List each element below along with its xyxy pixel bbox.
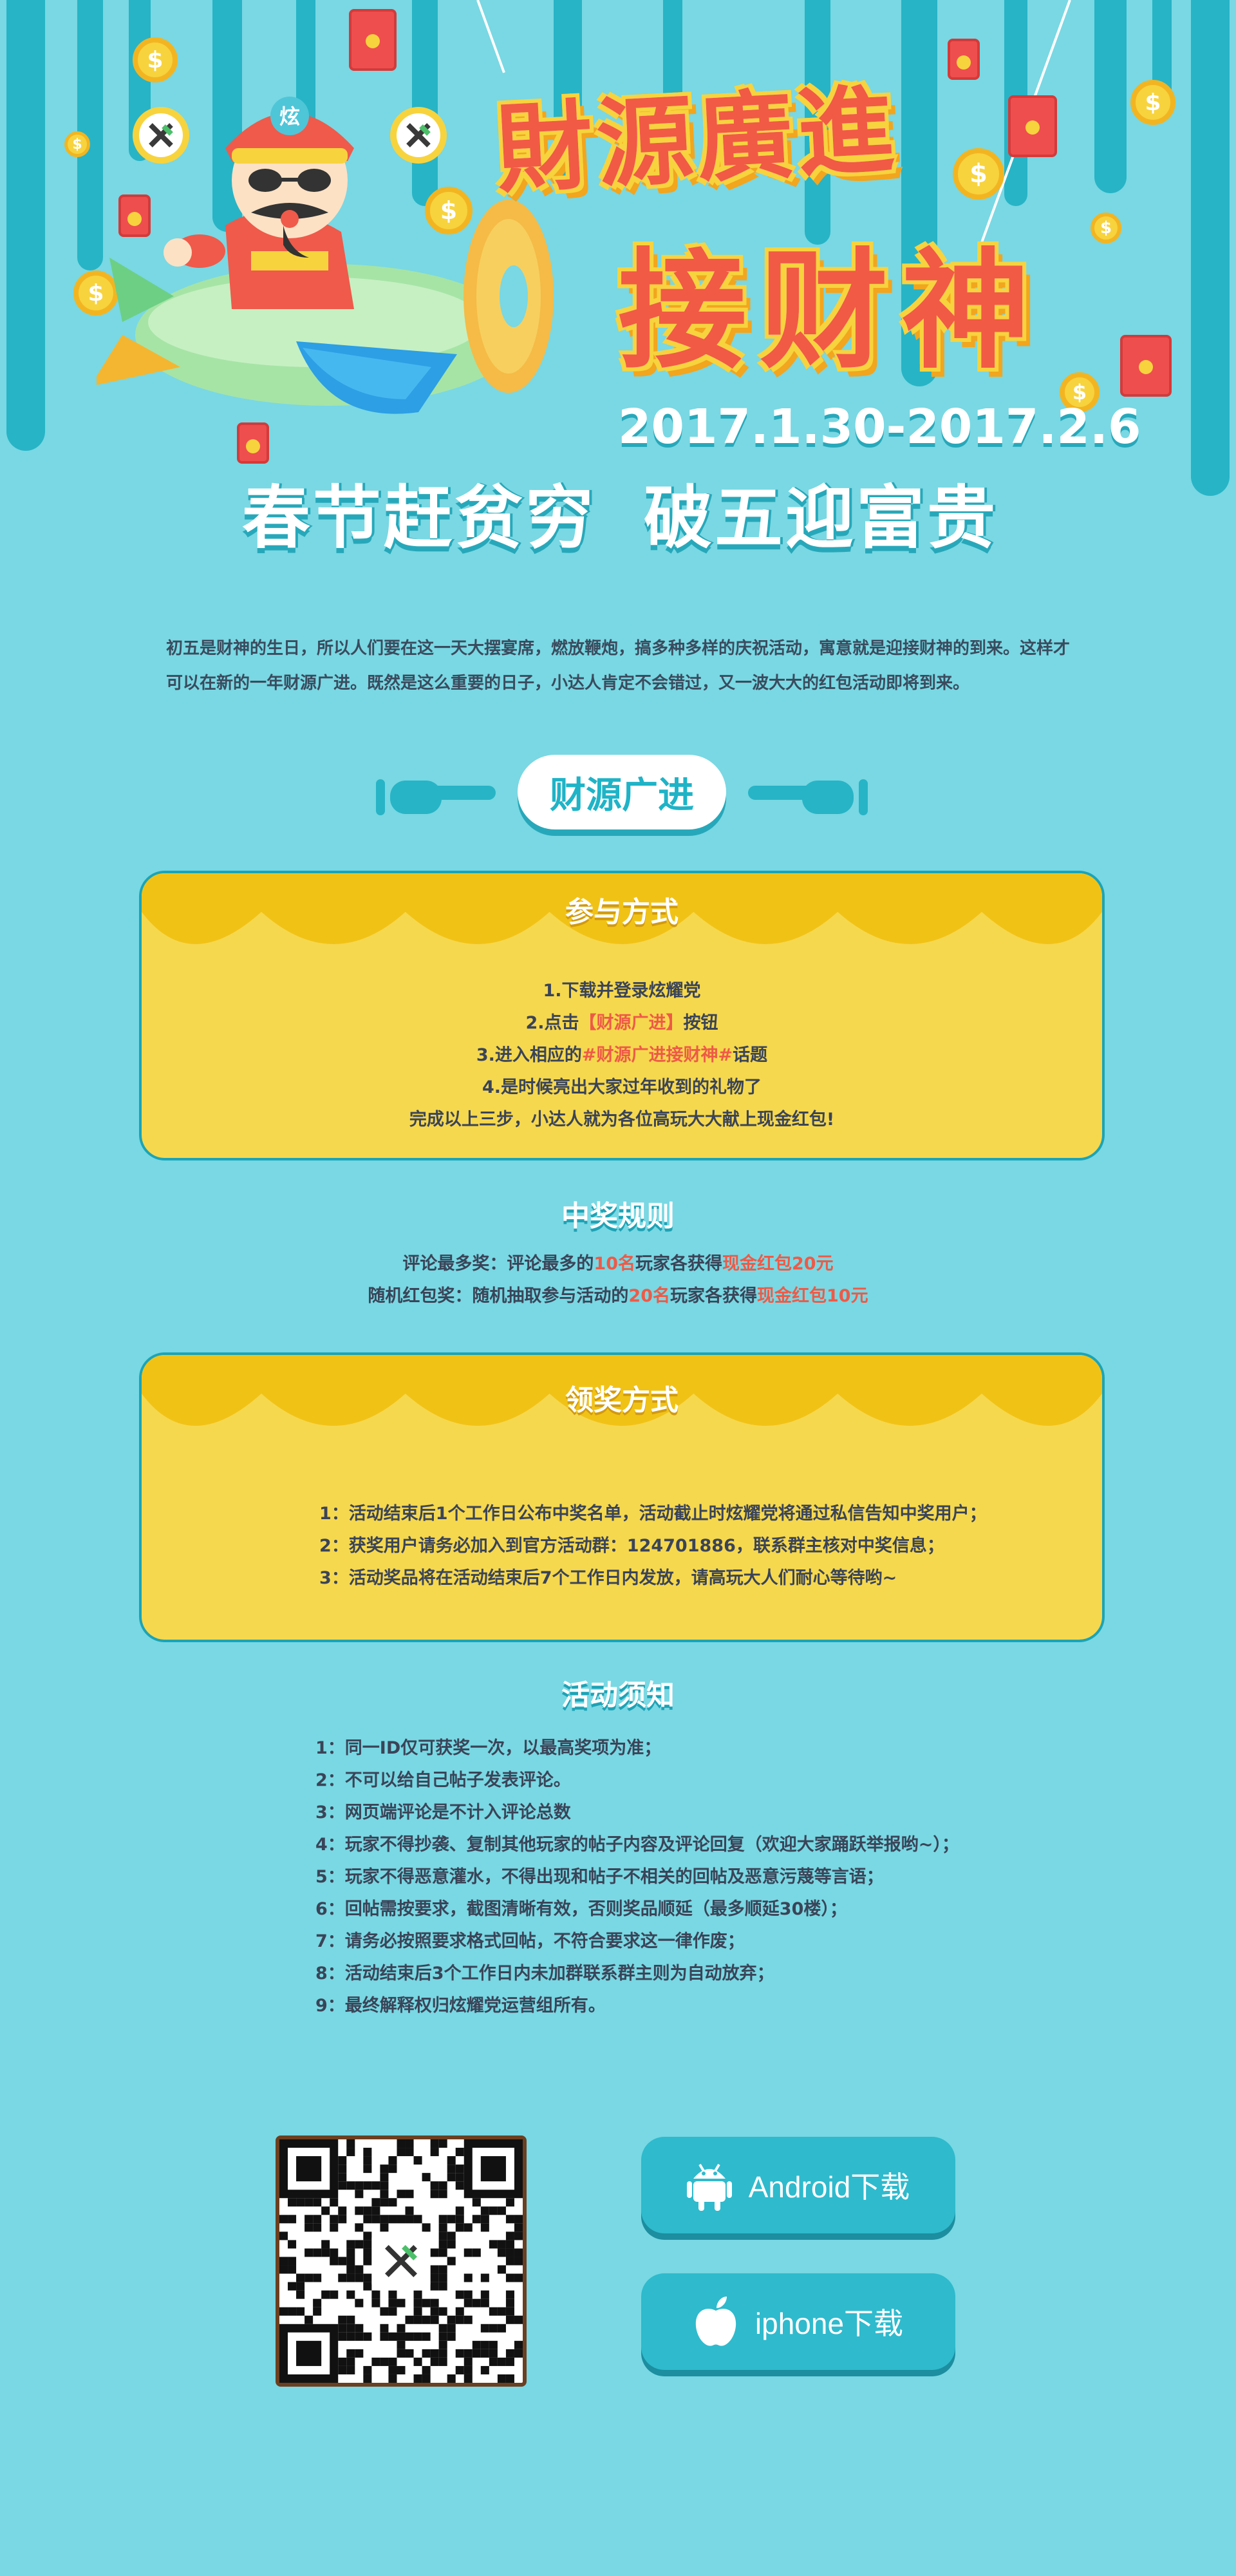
coin-icon: $	[1091, 213, 1121, 243]
section-header-pill: 财源广进	[518, 755, 726, 829]
scallop-decoration	[142, 1355, 1102, 1426]
coin-icon: $	[73, 270, 118, 316]
apple-icon	[695, 2297, 736, 2346]
scallop-decoration	[142, 873, 1102, 944]
notice-item: 9：最终解释权归炫耀党运营组所有。	[315, 1996, 606, 2016]
android-download-button[interactable]: Android下载	[641, 2137, 955, 2233]
hero-title-top: 財源廣進	[493, 73, 901, 207]
participate-step-4: 4.是时候亮出大家过年收到的礼物了	[482, 1077, 762, 1097]
coin-icon: $	[133, 37, 178, 82]
claim-item: 1：活动结束后1个工作日公布中奖名单，活动截止时炫耀党将通过私信告知中奖用户；	[319, 1504, 987, 1524]
participate-step-1: 1.下载并登录炫耀党	[543, 981, 701, 1001]
hero-slogan-left: 春节赶贫穷	[242, 478, 596, 558]
notice-item: 1：同一ID仅可获奖一次，以最高奖项为准；	[315, 1738, 662, 1758]
god-of-wealth-illustration: 炫	[97, 97, 554, 414]
notice-item: 5：玩家不得恶意灌水，不得出现和帖子不相关的回帖及恶意污蔑等言语；	[315, 1867, 884, 1887]
participate-step-3: 3.进入相应的#财源广进接财神#话题	[476, 1045, 768, 1065]
coin-icon: $	[425, 187, 473, 234]
notice-item: 3：网页端评论是不计入评论总数	[315, 1803, 571, 1823]
claim-box: 领奖方式 1：活动结束后1个工作日公布中奖名单，活动截止时炫耀党将通过私信告知中…	[139, 1352, 1105, 1642]
coin-icon: $	[953, 148, 1004, 200]
coin-icon: $	[64, 131, 90, 157]
notice-item: 8：活动结束后3个工作日内未加群联系群主则为自动放弃；	[315, 1964, 774, 1984]
red-envelope-icon	[1008, 95, 1057, 157]
participate-step-2: 2.点击【财源广进】按钮	[525, 1013, 718, 1033]
red-envelope-icon	[948, 39, 980, 80]
notice-item: 6：回帖需按要求，截图清晰有效，否则奖品顺延（最多顺延30楼）；	[315, 1899, 847, 1919]
prize-rule-most-comments: 评论最多奖：评论最多的10名玩家各获得现金红包20元	[402, 1254, 834, 1274]
pointing-hand-left-icon	[748, 779, 868, 815]
notice-list: 1：同一ID仅可获奖一次，以最高奖项为准； 2：不可以给自己帖子发表评论。 3：…	[315, 1732, 959, 2022]
hero-title-main: 接财神	[618, 236, 1044, 386]
prize-rule-random: 随机红包奖：随机抽取参与活动的20名玩家各获得现金红包10元	[368, 1286, 868, 1306]
claim-item: 3：活动奖品将在活动结束后7个工作日内发放，请高玩大人们耐心等待哟~	[319, 1568, 897, 1588]
iphone-download-button[interactable]: iphone下载	[641, 2273, 955, 2370]
hero-banner: $ $ $ $ $ $ $ $ 炫	[0, 0, 1236, 567]
notice-item: 7：请务必按照要求格式回帖，不符合要求这一律作废；	[315, 1931, 745, 1951]
coin-icon: $	[1060, 372, 1100, 412]
qr-code	[276, 2136, 527, 2387]
notice-title: 活动须知	[561, 1679, 675, 1712]
participate-steps: 1.下载并登录炫耀党 2.点击【财源广进】按钮 3.进入相应的#财源广进接财神#…	[142, 975, 1102, 1136]
claim-title: 领奖方式	[565, 1384, 679, 1417]
hero-date-range: 2017.1.30-2017.2.6	[618, 399, 1141, 455]
notice-item: 4：玩家不得抄袭、复制其他玩家的帖子内容及评论回复（欢迎大家踊跃举报哟~）；	[315, 1835, 959, 1855]
red-envelope-icon	[237, 422, 269, 464]
android-download-label: Android下载	[748, 2170, 910, 2204]
pointing-hand-right-icon	[376, 779, 496, 815]
iphone-download-label: iphone下载	[754, 2307, 904, 2340]
logo-accent	[402, 2245, 417, 2260]
intro-text: 初五是财神的生日，所以人们要在这一天大摆宴席，燃放鞭炮，搞多种多样的庆祝活动，寓…	[166, 639, 1071, 693]
prize-rules-list: 评论最多奖：评论最多的10名玩家各获得现金红包20元 随机红包奖：随机抽取参与活…	[0, 1248, 1236, 1312]
red-envelope-icon	[1120, 335, 1172, 397]
claim-list: 1：活动结束后1个工作日公布中奖名单，活动截止时炫耀党将通过私信告知中奖用户； …	[319, 1498, 987, 1595]
participate-title: 参与方式	[565, 896, 679, 929]
notice-item: 2：不可以给自己帖子发表评论。	[315, 1770, 571, 1790]
hero-slogan-right: 破五迎富贵	[644, 478, 998, 558]
participate-box: 参与方式 1.下载并登录炫耀党 2.点击【财源广进】按钮 3.进入相应的#财源广…	[139, 871, 1105, 1160]
claim-item: 2：获奖用户请务必加入到官方活动群：124701886，联系群主核对中奖信息；	[319, 1536, 944, 1556]
coin-icon: $	[1130, 80, 1175, 125]
red-envelope-icon	[349, 9, 397, 71]
android-icon	[686, 2163, 732, 2211]
qr-code-pattern	[279, 2139, 523, 2383]
red-envelope-icon	[118, 194, 151, 237]
participate-step-summary: 完成以上三步，小达人就为各位高玩大大献上现金红包!	[409, 1110, 835, 1130]
svg-text:炫: 炫	[279, 104, 300, 129]
prize-rules-title: 中奖规则	[561, 1200, 675, 1233]
